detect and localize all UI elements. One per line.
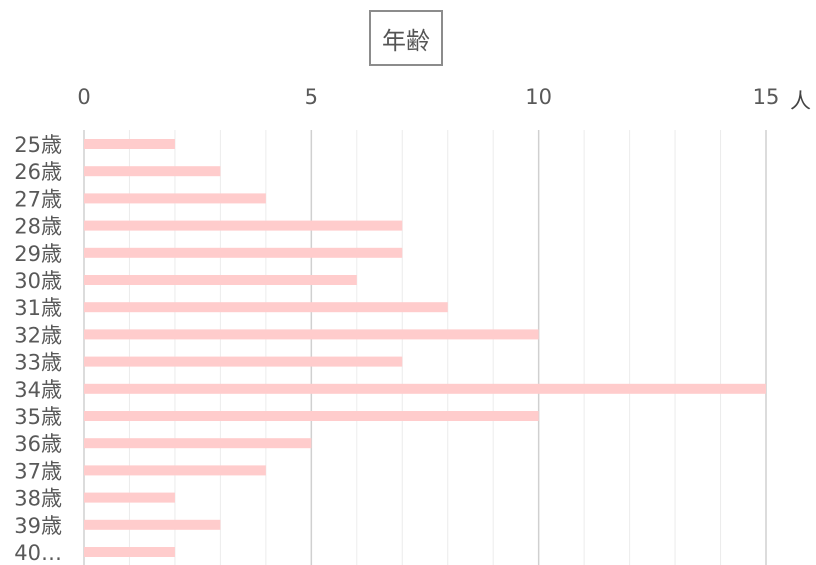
x-tick-label: 5 [305, 85, 318, 109]
category-label: 27歳 [14, 187, 62, 211]
bar [84, 519, 221, 530]
bar [84, 220, 403, 231]
bar [84, 193, 266, 204]
bar [84, 383, 766, 394]
bar [84, 547, 175, 557]
category-label: 29歳 [14, 242, 62, 266]
bar [84, 302, 448, 313]
x-tick-label: 15 [753, 85, 780, 109]
y-axis-categories: 25歳 26歳 27歳 28歳 29歳 30歳 31歳 32歳 33歳 34歳 35歳 36歳 37歳 3… [14, 133, 62, 565]
category-label: 36歳 [14, 432, 62, 456]
bar [84, 275, 357, 285]
category-label: 39歳 [14, 514, 62, 538]
grid-lines [83, 130, 767, 565]
bar [84, 329, 539, 340]
category-label: 33歳 [14, 351, 62, 375]
category-label: 40… [14, 541, 62, 565]
bar [84, 492, 175, 503]
x-axis-ticks: 0 5 10 15 [77, 85, 779, 109]
category-label: 38歳 [14, 487, 62, 511]
category-label: 31歳 [14, 296, 62, 320]
bar [84, 465, 266, 476]
x-tick-label: 0 [77, 85, 90, 109]
category-label: 35歳 [14, 405, 62, 429]
category-label: 37歳 [14, 459, 62, 483]
category-label: 25歳 [14, 133, 62, 157]
bars [84, 139, 766, 557]
bar [84, 356, 403, 367]
bar [84, 411, 539, 421]
category-label: 32歳 [14, 323, 62, 347]
bar [84, 139, 175, 149]
category-label: 34歳 [14, 378, 62, 402]
category-label: 30歳 [14, 269, 62, 293]
category-label: 26歳 [14, 160, 62, 184]
category-label: 28歳 [14, 215, 62, 239]
unit-label: 人 [790, 89, 811, 113]
x-tick-label: 10 [525, 85, 552, 109]
bar [84, 166, 221, 177]
chart-title: 年齢 [369, 10, 443, 66]
chart-title-text: 年齢 [382, 26, 430, 55]
bar [84, 247, 403, 258]
bar [84, 438, 312, 449]
